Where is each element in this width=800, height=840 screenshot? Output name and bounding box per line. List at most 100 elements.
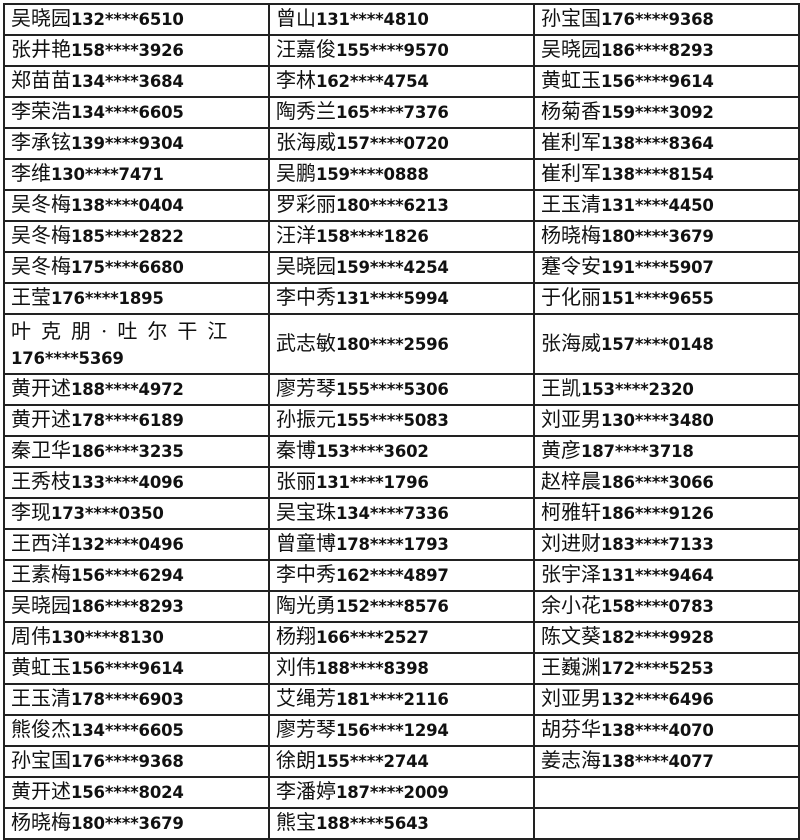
- contact-cell[interactable]: 秦博153****3602: [268, 435, 535, 468]
- contact-cell[interactable]: 武志敏180****2596: [268, 313, 535, 375]
- contact-phone: 180****2596: [336, 334, 449, 354]
- contact-cell[interactable]: 刘亚男132****6496: [533, 683, 800, 716]
- contact-phone: 155****5306: [336, 380, 449, 399]
- contact-cell[interactable]: 叶克朋·吐尔干江 176****5369: [3, 313, 270, 375]
- contact-name: 吴冬梅: [11, 192, 71, 216]
- contact-cell[interactable]: 李中秀131****5994: [268, 282, 535, 315]
- contact-cell[interactable]: 吴晓园186****8293: [533, 34, 800, 67]
- contact-cell[interactable]: 熊宝188****5643: [268, 807, 535, 840]
- contact-name: 李潘婷: [276, 779, 336, 803]
- contact-cell[interactable]: 罗彩丽180****6213: [268, 189, 535, 222]
- contact-cell[interactable]: 刘亚男130****3480: [533, 404, 800, 437]
- contact-cell[interactable]: 李中秀162****4897: [268, 559, 535, 592]
- contact-cell[interactable]: 李承铉139****9304: [3, 127, 270, 160]
- contact-phone: 165****7376: [336, 103, 449, 122]
- contact-cell[interactable]: 李现173****0350: [3, 497, 270, 530]
- contact-cell[interactable]: 王玉清178****6903: [3, 683, 270, 716]
- contact-cell[interactable]: 刘伟188****8398: [268, 652, 535, 685]
- empty-cell[interactable]: [533, 807, 800, 840]
- contact-cell[interactable]: 陶光勇152****8576: [268, 590, 535, 623]
- contact-cell[interactable]: 李维130****7471: [3, 158, 270, 191]
- contact-cell[interactable]: 吴冬梅185****2822: [3, 220, 270, 253]
- contact-cell[interactable]: 李荣浩134****6605: [3, 96, 270, 129]
- contact-cell[interactable]: 姜志海138****4077: [533, 745, 800, 778]
- contact-cell[interactable]: 柯雅轩186****9126: [533, 497, 800, 530]
- contact-cell[interactable]: 张井艳158****3926: [3, 34, 270, 67]
- contact-cell[interactable]: 王秀枝133****4096: [3, 466, 270, 499]
- contact-cell[interactable]: 汪嘉俊155****9570: [268, 34, 535, 67]
- contact-cell[interactable]: 吴冬梅175****6680: [3, 251, 270, 284]
- contact-cell[interactable]: 杨翔166****2527: [268, 621, 535, 654]
- contact-cell[interactable]: 吴宝珠134****7336: [268, 497, 535, 530]
- contact-name: 黄开述: [11, 376, 71, 400]
- contact-cell[interactable]: 孙宝国176****9368: [533, 3, 800, 36]
- contact-cell[interactable]: 吴冬梅138****0404: [3, 189, 270, 222]
- contact-cell[interactable]: 黄虹玉156****9614: [3, 652, 270, 685]
- contact-cell[interactable]: 李潘婷187****2009: [268, 776, 535, 809]
- contact-cell[interactable]: 王素梅156****6294: [3, 559, 270, 592]
- contact-cell[interactable]: 刘进财183****7133: [533, 528, 800, 561]
- contact-cell[interactable]: 黄虹玉156****9614: [533, 65, 800, 98]
- contact-cell[interactable]: 黄彦187****3718: [533, 435, 800, 468]
- contact-cell[interactable]: 徐朗155****2744: [268, 745, 535, 778]
- contact-phone: 158****1826: [316, 227, 429, 246]
- contact-cell[interactable]: 艾绳芳181****2116: [268, 683, 535, 716]
- contact-cell[interactable]: 张海威157****0148: [533, 313, 800, 375]
- contact-cell[interactable]: 曾童博178****1793: [268, 528, 535, 561]
- contact-cell[interactable]: 崔利军138****8154: [533, 158, 800, 191]
- contact-cell[interactable]: 曾山131****4810: [268, 3, 535, 36]
- contact-phone: 186****9126: [601, 504, 714, 523]
- contact-cell[interactable]: 李林162****4754: [268, 65, 535, 98]
- contact-cell[interactable]: 郑苗苗134****3684: [3, 65, 270, 98]
- contact-phone: 151****9655: [601, 289, 714, 308]
- contact-cell[interactable]: 于化丽151****9655: [533, 282, 800, 315]
- contact-cell[interactable]: 蹇令安191****5907: [533, 251, 800, 284]
- contact-cell[interactable]: 崔利军138****8364: [533, 127, 800, 160]
- contact-cell[interactable]: 胡芬华138****4070: [533, 714, 800, 747]
- contact-cell[interactable]: 余小花158****0783: [533, 590, 800, 623]
- contact-cell[interactable]: 孙振元155****5083: [268, 404, 535, 437]
- contact-cell[interactable]: 王莹176****1895: [3, 282, 270, 315]
- contact-cell[interactable]: 吴晓园159****4254: [268, 251, 535, 284]
- contact-cell[interactable]: 王巍渊172****5253: [533, 652, 800, 685]
- contact-cell[interactable]: 周伟130****8130: [3, 621, 270, 654]
- contact-cell[interactable]: 王玉清131****4450: [533, 189, 800, 222]
- contact-cell[interactable]: 黄开述188****4972: [3, 373, 270, 406]
- contact-phone: 156****6294: [71, 566, 184, 585]
- contact-cell[interactable]: 廖芳琴155****5306: [268, 373, 535, 406]
- contact-cell[interactable]: 赵梓晨186****3066: [533, 466, 800, 499]
- contact-cell[interactable]: 吴晓园132****6510: [3, 3, 270, 36]
- contact-cell[interactable]: 吴晓园186****8293: [3, 590, 270, 623]
- contact-name: 崔利军: [541, 130, 601, 154]
- contact-name: 李荣浩: [11, 99, 71, 123]
- contact-name: 陈文葵: [541, 624, 601, 648]
- empty-cell[interactable]: [533, 776, 800, 809]
- table-row: 李荣浩134****6605 陶秀兰165****7376 杨菊香159****30…: [3, 96, 800, 129]
- contact-cell[interactable]: 吴鹏159****0888: [268, 158, 535, 191]
- contact-cell[interactable]: 秦卫华186****3235: [3, 435, 270, 468]
- contact-cell[interactable]: 王西洋132****0496: [3, 528, 270, 561]
- contact-phone: 186****3235: [71, 442, 184, 461]
- contact-cell[interactable]: 孙宝国176****9368: [3, 745, 270, 778]
- contact-cell[interactable]: 杨晓梅180****3679: [3, 807, 270, 840]
- contact-cell[interactable]: 熊俊杰134****6605: [3, 714, 270, 747]
- contact-cell[interactable]: 杨晓梅180****3679: [533, 220, 800, 253]
- contact-name: 吴冬梅: [11, 223, 71, 247]
- contact-phone: 138****8154: [601, 165, 714, 184]
- contact-phone: 156****9614: [601, 72, 714, 91]
- contact-cell[interactable]: 张丽131****1796: [268, 466, 535, 499]
- contact-cell[interactable]: 黄开述156****8024: [3, 776, 270, 809]
- contact-cell[interactable]: 陶秀兰165****7376: [268, 96, 535, 129]
- contact-cell[interactable]: 王凯153****2320: [533, 373, 800, 406]
- contact-cell[interactable]: 陈文葵182****9928: [533, 621, 800, 654]
- contact-name: 余小花: [541, 593, 601, 617]
- contact-cell[interactable]: 汪洋158****1826: [268, 220, 535, 253]
- contact-phone: 162****4754: [316, 72, 429, 91]
- contact-cell[interactable]: 黄开述178****6189: [3, 404, 270, 437]
- contact-phone: 156****1294: [336, 721, 449, 740]
- contact-cell[interactable]: 张海威157****0720: [268, 127, 535, 160]
- contact-cell[interactable]: 张宇泽131****9464: [533, 559, 800, 592]
- contact-name: 秦卫华: [11, 438, 71, 462]
- contact-cell[interactable]: 廖芳琴156****1294: [268, 714, 535, 747]
- contact-cell[interactable]: 杨菊香159****3092: [533, 96, 800, 129]
